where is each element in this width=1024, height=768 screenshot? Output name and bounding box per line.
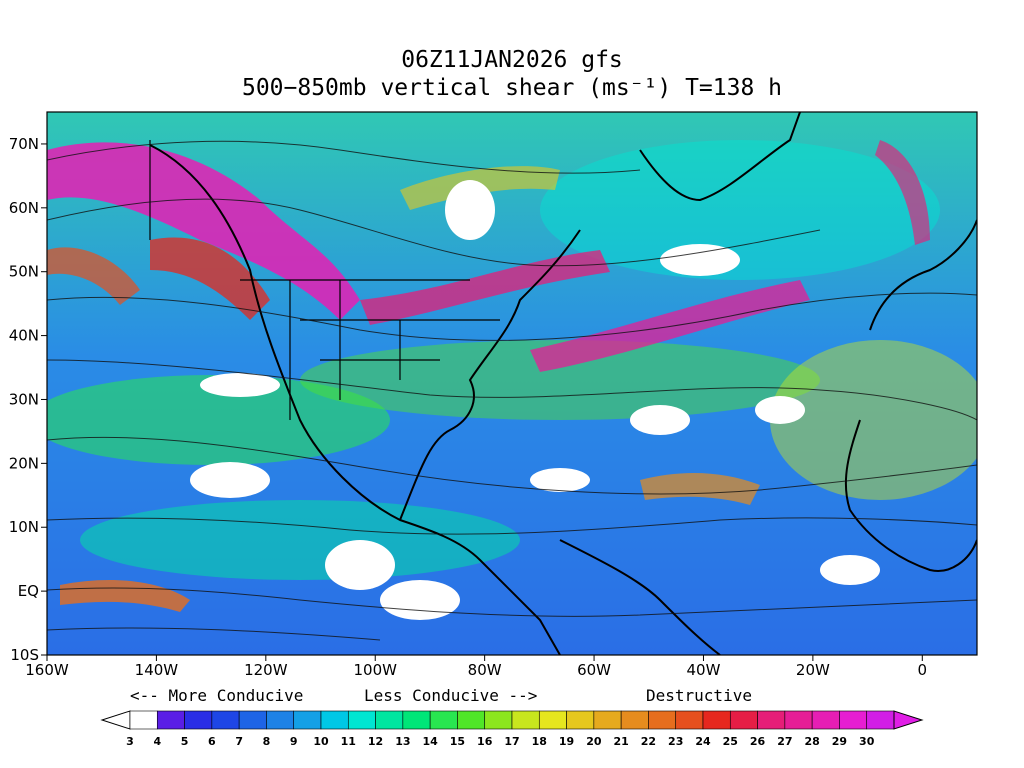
x-tick-label: 100W	[354, 661, 398, 679]
colorbar-swatch	[129, 710, 158, 730]
x-tick-label: 40W	[687, 661, 721, 679]
x-tick-label: 80W	[468, 661, 502, 679]
colorbar-label: 23	[668, 735, 683, 748]
x-tick-label: 120W	[244, 661, 288, 679]
latitude-axis: 70N 60N 50N 40N 30N 20N 10N EQ 10S	[9, 135, 47, 664]
colorbar-label: 26	[750, 735, 766, 748]
x-tick-label: 160W	[25, 661, 69, 679]
y-tick-label: 70N	[9, 135, 39, 153]
colorbar-label: 9	[290, 735, 298, 748]
colorbar-swatch	[675, 710, 704, 730]
colorbar-swatch	[811, 710, 840, 730]
colorbar-swatch	[511, 710, 540, 730]
less-conducive-note: Less Conducive -->	[364, 686, 538, 705]
y-tick-label: 10S	[10, 646, 39, 664]
y-tick-label: 60N	[9, 199, 39, 217]
colorbar-label: 12	[368, 735, 383, 748]
colorbar-label: 14	[422, 735, 438, 748]
x-tick-label: 60W	[577, 661, 611, 679]
colorbar-label: 6	[208, 735, 216, 748]
x-tick-label: 20W	[796, 661, 830, 679]
colorbar-swatch	[211, 710, 240, 730]
colorbar-swatch	[839, 710, 868, 730]
x-tick-label: 0	[918, 661, 928, 679]
colorbar-label: 20	[586, 735, 602, 748]
colorbar-min-arrow	[100, 710, 131, 730]
colorbar-label: 17	[504, 735, 519, 748]
colorbar-swatch	[484, 710, 513, 730]
colorbar-label: 29	[832, 735, 847, 748]
colorbar-swatch	[593, 710, 622, 730]
colorbar: 3 4 5 6 7 8 9 10 11 12 13 14 15 16 17 18 19 20 21 22 23 24 25 2…	[100, 710, 924, 748]
colorbar-label: 16	[477, 735, 493, 748]
colorbar-swatch	[375, 710, 404, 730]
colorbar-label: 22	[641, 735, 656, 748]
colorbar-swatch	[238, 710, 267, 730]
map-frame	[46, 111, 978, 656]
colorbar-label: 21	[613, 735, 628, 748]
colorbar-label: 30	[859, 735, 875, 748]
y-tick-label: 50N	[9, 263, 39, 281]
colorbar-label: 5	[181, 735, 189, 748]
colorbar-swatch	[538, 710, 567, 730]
colorbar-swatch	[566, 710, 595, 730]
colorbar-swatch	[266, 710, 295, 730]
colorbar-label: 3	[126, 735, 134, 748]
colorbar-label: 28	[804, 735, 819, 748]
map-title: 06Z11JAN2026 gfs	[401, 47, 623, 73]
colorbar-swatch	[320, 710, 349, 730]
colorbar-swatch	[184, 710, 213, 730]
colorbar-swatch	[457, 710, 486, 730]
colorbar-label: 25	[723, 735, 738, 748]
colorbar-swatch	[702, 710, 731, 730]
colorbar-swatch	[429, 710, 458, 730]
colorbar-label: 10	[313, 735, 329, 748]
colorbar-label: 18	[532, 735, 547, 748]
colorbar-swatch	[648, 710, 677, 730]
colorbar-label: 13	[395, 735, 410, 748]
colorbar-swatch	[620, 710, 649, 730]
colorbar-swatch	[293, 710, 322, 730]
colorbar-label: 15	[450, 735, 465, 748]
colorbar-label: 8	[263, 735, 271, 748]
destructive-note: Destructive	[646, 686, 752, 705]
colorbar-label: 4	[153, 735, 161, 748]
colorbar-swatch	[866, 710, 895, 730]
more-conducive-note: <-- More Conducive	[130, 686, 304, 705]
map-subtitle: 500−850mb vertical shear (ms⁻¹) T=138 h	[241, 75, 783, 101]
colorbar-swatch	[729, 710, 758, 730]
shear-field	[47, 112, 977, 655]
x-tick-label: 140W	[135, 661, 179, 679]
colorbar-label: 19	[559, 735, 574, 748]
colorbar-label: 24	[695, 735, 711, 748]
colorbar-swatch	[347, 710, 376, 730]
y-tick-label: EQ	[18, 582, 39, 600]
colorbar-swatch	[156, 710, 185, 730]
colorbar-swatch	[784, 710, 813, 730]
y-tick-label: 20N	[9, 454, 39, 472]
longitude-axis: 160W 140W 120W 100W 80W 60W 40W 20W 0	[25, 655, 927, 679]
colorbar-label: 27	[777, 735, 792, 748]
y-tick-label: 40N	[9, 327, 39, 345]
y-tick-label: 30N	[9, 390, 39, 408]
colorbar-swatch	[402, 710, 431, 730]
colorbar-label: 11	[341, 735, 356, 748]
colorbar-label: 7	[235, 735, 243, 748]
colorbar-swatch	[757, 710, 786, 730]
colorbar-max-arrow	[893, 710, 924, 730]
y-tick-label: 10N	[9, 518, 39, 536]
